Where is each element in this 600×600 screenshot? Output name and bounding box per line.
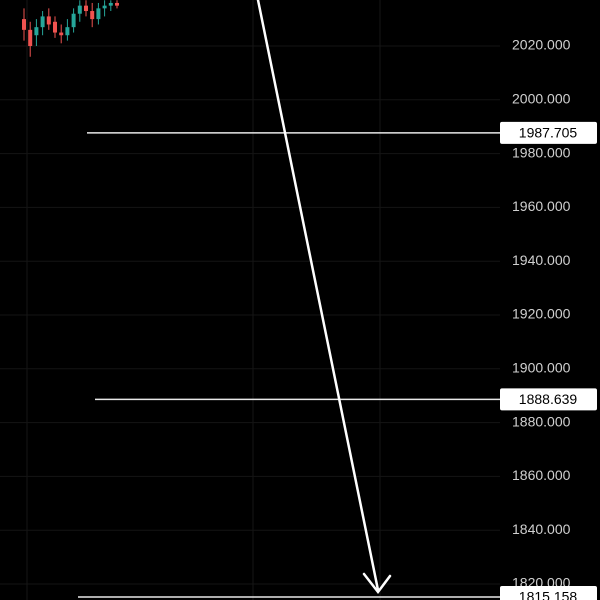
y-tick-label: 1960.000 xyxy=(512,198,571,214)
candle-body xyxy=(96,8,101,20)
y-tick-label: 1920.000 xyxy=(512,306,571,322)
level-label: 1815.158 xyxy=(519,589,578,600)
y-tick-label: 1860.000 xyxy=(512,467,571,483)
y-tick-label: 1980.000 xyxy=(512,144,571,160)
y-tick-label: 1900.000 xyxy=(512,359,571,375)
candle-body xyxy=(65,27,70,36)
candle-body xyxy=(53,21,57,33)
candle-body xyxy=(34,27,39,36)
level-label: 1888.639 xyxy=(519,391,578,407)
y-tick-label: 1840.000 xyxy=(512,521,571,537)
y-tick-label: 1940.000 xyxy=(512,252,571,268)
candle-body xyxy=(108,2,113,6)
candle-body xyxy=(90,11,95,20)
arrow xyxy=(256,0,392,595)
candle-body xyxy=(84,5,88,12)
level-label-box xyxy=(500,388,597,411)
y-tick-label: 2020.000 xyxy=(512,37,571,53)
candle-body xyxy=(71,13,76,28)
candle-body xyxy=(77,5,82,14)
candle-body xyxy=(22,19,26,30)
y-tick-label: 2000.000 xyxy=(512,91,571,107)
candle-body xyxy=(46,16,51,25)
y-tick-label: 1880.000 xyxy=(512,413,571,429)
level-label-box xyxy=(500,586,597,600)
candle-body xyxy=(115,2,119,6)
candle-body xyxy=(102,5,107,9)
candle-body xyxy=(40,16,45,28)
level-label: 1987.705 xyxy=(519,125,578,141)
candle-body xyxy=(28,29,33,46)
level-label-box xyxy=(500,121,597,144)
candle-body xyxy=(59,32,64,36)
